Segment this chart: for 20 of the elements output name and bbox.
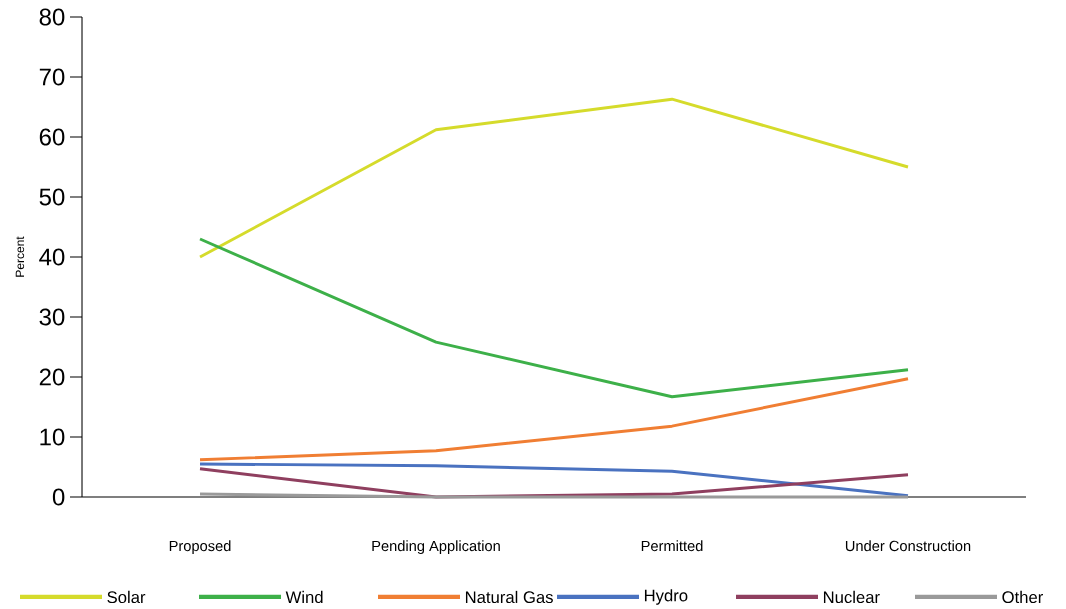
y-tick-label: 20 [39, 368, 65, 386]
y-tick-label: 50 [39, 188, 65, 206]
legend-label: Other [1002, 590, 1044, 604]
legend-label: Natural Gas [465, 590, 553, 604]
legend-label: Hydro [644, 589, 688, 605]
x-tick-label: Permitted [641, 540, 703, 552]
legend-label: Solar [107, 590, 146, 604]
x-tick-label: Proposed [169, 540, 231, 555]
legend-label: Wind [285, 590, 323, 604]
x-tick-label: Pending Application [372, 540, 500, 555]
y-tick-label: 30 [39, 308, 65, 326]
y-tick-label: 80 [39, 8, 65, 26]
y-tick-label: 60 [39, 128, 65, 146]
x-tick-label: Under Construction [845, 540, 971, 552]
y-axis-title: Percent [15, 236, 25, 277]
y-tick-label: 0 [52, 488, 65, 506]
y-tick-label: 10 [40, 428, 65, 446]
y-tick-label: 40 [39, 248, 65, 266]
y-tick-label: 70 [39, 68, 65, 86]
legend-label: Nuclear [823, 590, 880, 604]
